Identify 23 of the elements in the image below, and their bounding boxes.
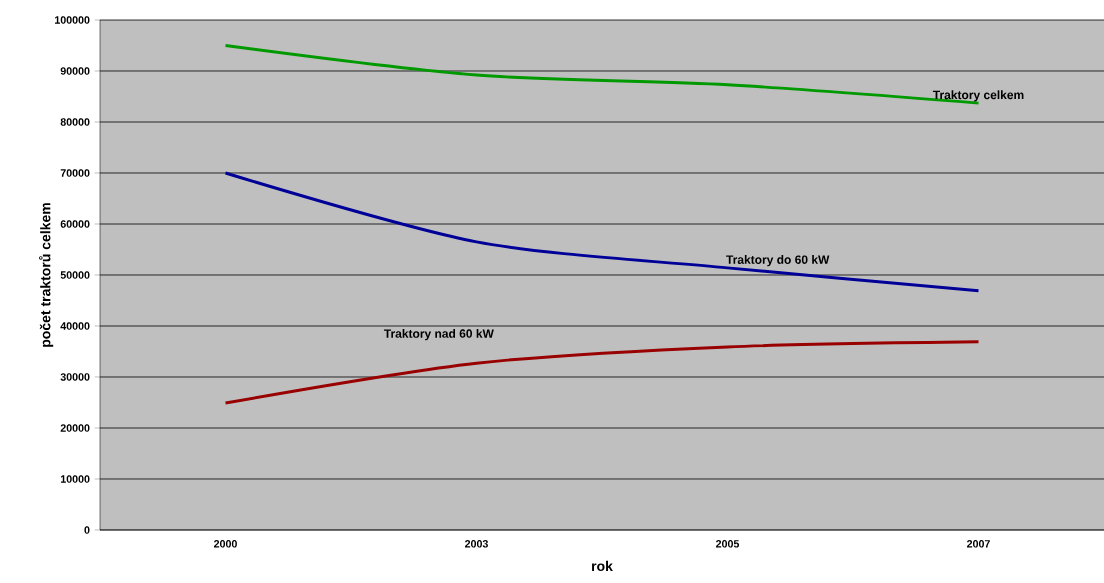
x-tick-label: 2003 xyxy=(465,540,488,548)
y-tick-label: 0 xyxy=(84,526,90,534)
y-tick-label: 10000 xyxy=(60,475,90,483)
y-tick-label: 100000 xyxy=(55,16,90,24)
y-tick-label: 20000 xyxy=(60,424,90,432)
series-label: Traktory celkem xyxy=(932,90,1024,102)
series-label: Traktory nad 60 kW xyxy=(383,329,494,341)
line-series xyxy=(224,340,980,405)
x-tick-label: 2000 xyxy=(214,540,237,548)
y-tick-label: 90000 xyxy=(60,67,90,75)
y-tick-label: 40000 xyxy=(60,322,90,330)
y-axis-title: počet traktorů celkem xyxy=(39,203,54,347)
y-tick-label: 80000 xyxy=(60,118,90,126)
y-tick-label: 50000 xyxy=(60,271,90,279)
line-series xyxy=(224,171,980,293)
y-tick-label: 70000 xyxy=(60,169,90,177)
y-tick-label: 60000 xyxy=(60,220,90,228)
y-tick-label: 30000 xyxy=(60,373,90,381)
line-series xyxy=(224,44,980,105)
x-axis-title: rok xyxy=(592,560,613,572)
x-tick-label: 2007 xyxy=(967,540,990,548)
x-tick-label: 2005 xyxy=(716,540,740,548)
series-label: Traktory do 60 kW xyxy=(726,255,830,267)
